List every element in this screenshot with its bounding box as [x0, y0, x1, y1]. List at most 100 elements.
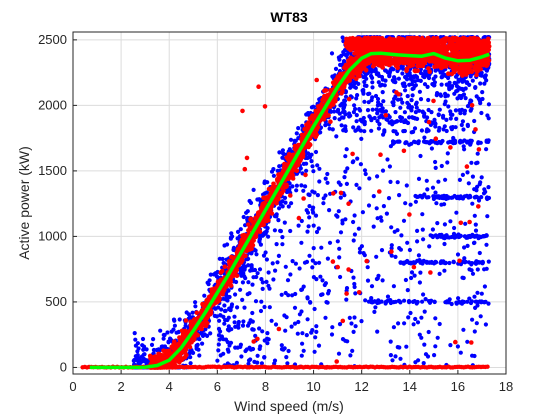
- outlier-point: [443, 260, 448, 265]
- outlier-point: [280, 148, 285, 153]
- outlier-point: [429, 139, 434, 144]
- outlier-point: [314, 324, 319, 329]
- outlier-point: [282, 220, 287, 225]
- outlier-point: [407, 115, 412, 120]
- outlier-point: [396, 321, 401, 326]
- outlier-point: [323, 176, 328, 181]
- outlier-point: [475, 290, 480, 295]
- outlier-point: [220, 256, 225, 262]
- outlier-point: [325, 171, 330, 177]
- outlier-point: [265, 331, 270, 336]
- outlier-point: [420, 212, 425, 217]
- outlier-point: [349, 321, 354, 326]
- outlier-point: [264, 229, 269, 234]
- outlier-point: [218, 329, 223, 334]
- outlier-point: [329, 332, 335, 337]
- outlier-point: [486, 259, 491, 264]
- outlier-point: [450, 125, 455, 130]
- outlier-point: [188, 361, 193, 366]
- outlier-point: [454, 84, 460, 89]
- outlier-point: [475, 151, 480, 156]
- outlier-point: [462, 147, 467, 152]
- outlier-point: [238, 271, 244, 276]
- outlier-point: [132, 331, 137, 336]
- outlier-point: [391, 79, 396, 84]
- outlier-point: [462, 194, 467, 199]
- outlier-point: [359, 319, 364, 324]
- outlier-point: [439, 232, 444, 237]
- outlier-point: [307, 155, 313, 160]
- normal-point: [312, 131, 318, 137]
- outlier-point: [448, 219, 453, 224]
- outlier-point: [355, 93, 360, 98]
- outlier-point: [171, 327, 176, 332]
- outlier-point: [407, 300, 412, 305]
- outlier-point: [380, 82, 385, 87]
- outlier-point: [352, 213, 357, 218]
- outlier-point: [345, 339, 350, 344]
- normal-point: [339, 90, 344, 96]
- outlier-point: [397, 246, 402, 251]
- outlier-point: [271, 277, 276, 282]
- outlier-point: [374, 206, 379, 211]
- outlier-point: [381, 99, 386, 104]
- outlier-point: [296, 319, 301, 325]
- outlier-point: [216, 305, 221, 310]
- outlier-point: [454, 116, 459, 121]
- outlier-point: [225, 361, 230, 366]
- outlier-point: [401, 83, 406, 88]
- outlier-point: [418, 153, 423, 159]
- outlier-point: [133, 343, 138, 348]
- outlier-point: [193, 304, 198, 309]
- outlier-point: [362, 168, 368, 173]
- outlier-point: [303, 184, 308, 189]
- outlier-point: [373, 93, 379, 99]
- outlier-point: [317, 179, 322, 184]
- outlier-point: [409, 141, 414, 146]
- outlier-point: [397, 193, 402, 198]
- outlier-point: [351, 219, 356, 225]
- outlier-point: [444, 233, 449, 238]
- outlier-point: [286, 204, 291, 209]
- outlier-point: [455, 252, 461, 257]
- outlier-point: [299, 309, 304, 314]
- outlier-point: [350, 160, 355, 165]
- outlier-point: [285, 361, 290, 366]
- outlier-point: [370, 85, 375, 90]
- outlier-point: [327, 108, 332, 113]
- normal-point: [407, 61, 413, 67]
- outlier-point: [292, 305, 298, 310]
- outlier-point: [356, 226, 361, 231]
- outlier-point: [341, 50, 346, 55]
- outlier-point: [377, 122, 382, 127]
- outlier-point: [336, 209, 341, 214]
- outlier-point: [258, 344, 263, 349]
- outlier-point: [403, 141, 408, 146]
- outlier-point: [395, 228, 400, 233]
- outlier-point: [435, 221, 440, 226]
- outlier-point: [327, 126, 332, 131]
- outlier-point: [477, 98, 482, 103]
- outlier-point: [458, 194, 463, 199]
- outlier-point: [332, 116, 337, 121]
- outlier-point: [283, 328, 288, 333]
- outlier-point: [453, 108, 458, 113]
- outlier-point: [484, 266, 489, 271]
- outlier-point: [323, 281, 328, 286]
- outlier-point: [265, 180, 270, 185]
- outlier-point: [423, 297, 428, 302]
- outlier-point: [433, 165, 438, 170]
- outlier-point: [432, 83, 437, 88]
- outlier-point: [380, 90, 385, 95]
- outlier-point: [357, 186, 362, 191]
- outlier-point: [257, 326, 262, 331]
- outlier-point: [216, 342, 221, 347]
- outlier-point: [309, 159, 314, 164]
- outlier-point: [299, 353, 304, 358]
- outlier-point: [461, 327, 466, 332]
- outlier-point: [376, 126, 381, 131]
- outlier-point: [238, 344, 243, 349]
- outlier-point: [249, 263, 254, 268]
- outlier-point: [402, 110, 407, 115]
- outlier-point: [352, 281, 357, 287]
